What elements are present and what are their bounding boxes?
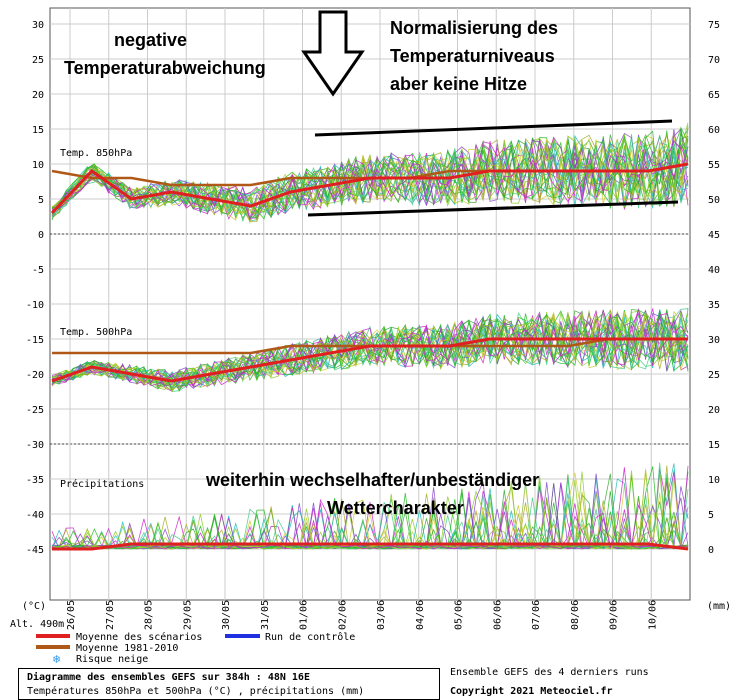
member-850 [51,129,689,217]
date-tick-label: 29/05 [182,600,193,630]
right-tick-label: 70 [708,55,720,66]
date-tick-label: 30/05 [221,600,232,630]
chart-title: Diagramme des ensembles GEFS sur 384h : … [27,672,310,683]
snowflake-icon: ❄ [52,653,61,666]
left-tick-label: -45 [26,545,44,556]
right-tick-label: 0 [708,545,714,556]
right-tick-label: 5 [708,510,714,521]
trend-line-lower [307,200,679,217]
annotation-normal-line3: aber keine Hitze [390,74,528,94]
altitude-label: Alt. 490m [10,619,64,630]
left-tick-label: -20 [26,370,44,381]
right-tick-label: 55 [708,160,720,171]
date-tick-label: 06/06 [492,600,503,630]
right-tick-label: 35 [708,300,720,311]
left-tick-label: 30 [32,20,44,31]
right-tick-label: 40 [708,265,720,276]
date-tick-label: 01/06 [299,600,310,630]
member-850 [51,136,689,219]
left-tick-label: -40 [26,510,44,521]
panel-label-precip: Précipitations [60,478,144,490]
right-tick-label: 25 [708,370,720,381]
date-tick-label: 27/05 [105,600,116,630]
right-tick-label: 30 [708,335,720,346]
left-tick-label: -25 [26,405,44,416]
date-tick-label: 07/06 [531,600,542,630]
mean-line-500 [51,337,688,383]
legend-mean-label: Moyenne des scénarios [76,631,202,643]
date-tick-label: 04/06 [415,600,426,630]
date-tick-label: 09/06 [609,600,620,630]
left-tick-label: 25 [32,55,44,66]
right-tick-label: 60 [708,125,720,136]
trend-line-upper [314,119,673,137]
member-850 [51,134,689,220]
panel-label-850: Temp. 850hPa [60,148,132,159]
left-tick-label: -5 [32,265,44,276]
chart-title-box: Diagramme des ensembles GEFS sur 384h : … [18,668,440,700]
annotation-negative-line2: Temperaturabweichung [64,58,266,78]
footer-ensemble: Ensemble GEFS des 4 derniers runs [450,667,649,678]
mean-line-850 [50,162,689,215]
member-500 [51,310,689,390]
date-tick-label: 31/05 [260,600,271,630]
annotation-weather-line1: weiterhin wechselhafter/unbeständiger [206,470,540,490]
left-tick-label: 0 [38,230,44,241]
left-tick-label: 20 [32,90,44,101]
right-tick-label: 10 [708,475,720,486]
right-tick-label: 15 [708,440,720,451]
trend-lines [307,119,679,217]
left-tick-label: -35 [26,475,44,486]
member-500 [51,310,689,393]
annotation-weather-line2: Wettercharakter [327,498,464,518]
mean-line-precip [52,542,689,551]
footer-copyright: Copyright 2021 Meteociel.fr [450,685,613,697]
annotation-normal-line2: Temperaturniveaus [390,46,555,66]
left-tick-label: -15 [26,335,44,346]
date-tick-label: 03/06 [376,600,387,630]
right-tick-label: 45 [708,230,720,241]
legend-control-label: Run de contrôle [265,631,355,643]
panel-label-500: Temp. 500hPa [60,327,132,338]
right-axis-unit: (mm) [707,601,731,612]
right-tick-label: 65 [708,90,720,101]
right-tick-label: 75 [708,20,720,31]
left-tick-label: 5 [38,195,44,206]
member-500 [51,309,689,392]
annotation-normal-line1: Normalisierung des [390,18,559,38]
left-tick-label: 15 [32,125,44,136]
date-tick-label: 10/06 [647,600,658,630]
right-tick-label: 50 [708,195,720,206]
right-tick-label: 20 [708,405,720,416]
left-tick-label: -10 [26,300,44,311]
annotation-negative-line1: negative [114,30,188,50]
left-axis-unit: (°C) [22,601,46,612]
legend-snow-label: Risque neige [76,654,148,665]
date-tick-label: 02/06 [337,600,348,630]
date-tick-label: 05/06 [454,600,465,630]
down-arrow-icon [301,10,365,97]
member-500 [51,310,689,388]
chart-subtitle: Températures 850hPa et 500hPa (°C) , pré… [27,686,365,697]
member-850 [51,127,689,221]
date-tick-label: 26/05 [66,600,77,630]
left-tick-label: 10 [32,160,44,171]
member-500 [51,310,689,388]
date-tick-label: 28/05 [144,600,155,630]
mean-lines [50,162,689,551]
member-precip [51,467,689,550]
left-tick-label: -30 [26,440,44,451]
date-tick-label: 08/06 [570,600,581,630]
legend-climo-label: Moyenne 1981-2010 [76,643,178,654]
member-850 [51,128,689,215]
